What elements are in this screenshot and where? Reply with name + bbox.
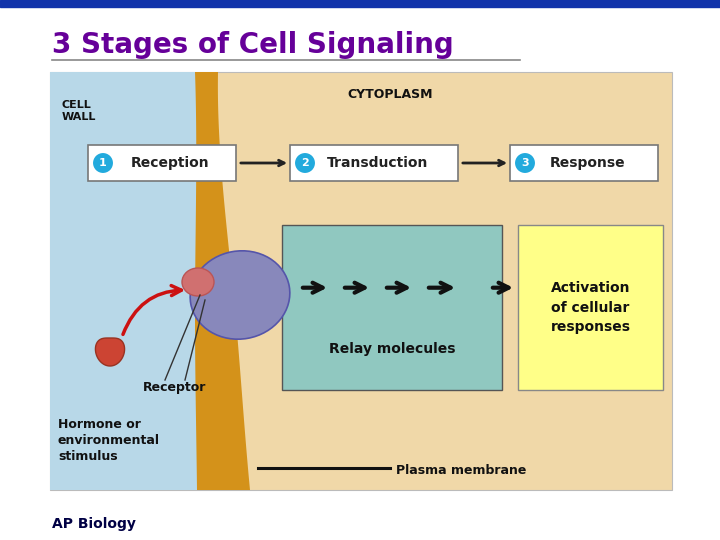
- Bar: [290, 145, 458, 181]
- Bar: [282, 225, 502, 390]
- Text: 3 Stages of Cell Signaling: 3 Stages of Cell Signaling: [52, 31, 454, 59]
- Ellipse shape: [190, 251, 290, 339]
- Text: 3: 3: [521, 158, 528, 168]
- Bar: [518, 225, 663, 390]
- Text: 1: 1: [99, 158, 107, 168]
- Text: CYTOPLASM: CYTOPLASM: [347, 88, 433, 101]
- Circle shape: [514, 152, 536, 174]
- Bar: [50, 72, 672, 490]
- Text: 2: 2: [301, 158, 309, 168]
- Circle shape: [92, 152, 114, 174]
- Polygon shape: [195, 72, 250, 490]
- Text: Response: Response: [550, 156, 626, 170]
- Bar: [510, 145, 658, 181]
- Bar: [50, 72, 198, 490]
- Text: AP Biology: AP Biology: [52, 517, 136, 531]
- Text: CELL
WALL: CELL WALL: [62, 100, 96, 122]
- Text: Activation
of cellular
responses: Activation of cellular responses: [551, 281, 631, 334]
- Ellipse shape: [182, 268, 214, 296]
- Text: Plasma membrane: Plasma membrane: [396, 463, 526, 476]
- Bar: [0, 0, 720, 7]
- Polygon shape: [96, 338, 125, 366]
- Text: Receptor: Receptor: [143, 381, 207, 395]
- Text: Hormone or
environmental
stimulus: Hormone or environmental stimulus: [58, 418, 160, 463]
- Text: Reception: Reception: [131, 156, 210, 170]
- Bar: [88, 145, 236, 181]
- Circle shape: [294, 152, 316, 174]
- Text: Relay molecules: Relay molecules: [329, 342, 455, 356]
- Text: Transduction: Transduction: [328, 156, 428, 170]
